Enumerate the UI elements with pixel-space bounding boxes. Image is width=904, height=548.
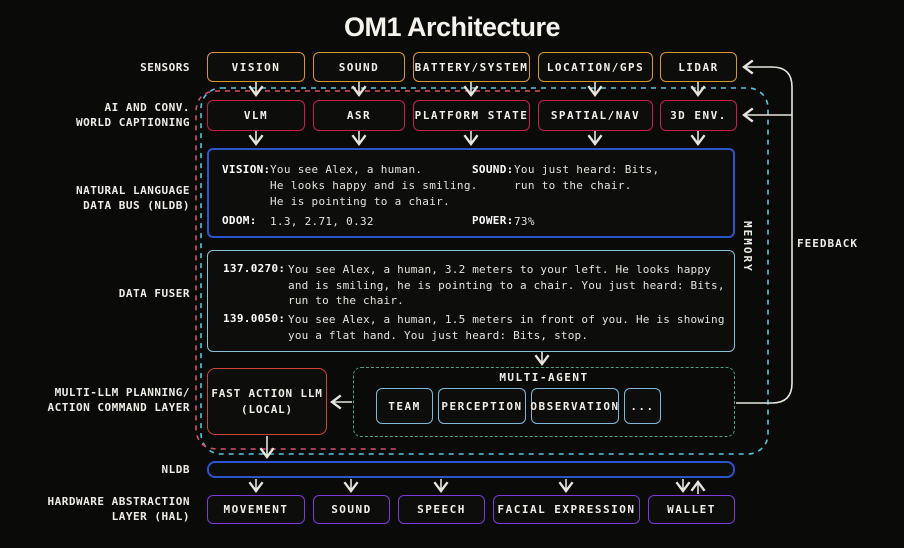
label-data-fuser: DATA FUSER — [118, 287, 190, 300]
power-value: 73% — [514, 215, 535, 228]
caption-box-spatial-nav: SPATIAL/NAV — [538, 100, 653, 131]
sensor-box-battery-system: BATTERY/SYSTEM — [413, 52, 530, 82]
label-sensors: SENSORS — [140, 61, 190, 74]
sensor-box-vision: VISION — [207, 52, 305, 82]
label-captioning: AI AND CONV. WORLD CAPTIONING — [76, 101, 190, 129]
vision-key: VISION: — [222, 163, 271, 176]
nldb-bus-bar — [207, 461, 735, 478]
caption-box-asr: ASR — [313, 100, 405, 131]
flow-arrows — [248, 82, 706, 494]
caption-box-vlm: VLM — [207, 100, 305, 131]
agent-box-observation: OBSERVATION — [530, 388, 619, 424]
page-title: OM1 Architecture — [343, 12, 561, 42]
hal-box-sound: SOUND — [313, 495, 390, 524]
label-planning: MULTI-LLM PLANNING/ ACTION COMMAND LAYER — [47, 386, 190, 414]
multi-agent-title: MULTI-AGENT — [499, 371, 589, 384]
hal-box-speech: SPEECH — [398, 495, 485, 524]
vision-value: You see Alex, a human. He looks happy an… — [270, 163, 478, 208]
core-dashed-region — [195, 90, 545, 450]
fast-action-llm-box: FAST ACTION LLM (LOCAL) — [207, 368, 327, 435]
sound-value: You just heard: Bits, run to the chair. — [514, 163, 660, 192]
agent-box-perception: PERCEPTION — [438, 388, 526, 424]
memory-dashed-region — [200, 87, 769, 455]
multi-agent-group: MULTI-AGENT TEAM PERCEPTION OBSERVATION … — [353, 367, 735, 437]
memory-annotation: MEMORY — [741, 221, 754, 273]
feedback-line — [736, 59, 793, 404]
odom-key: ODOM: — [222, 214, 257, 227]
power-key: POWER: — [472, 214, 514, 227]
caption-box-platform-state: PLATFORM STATE — [413, 100, 530, 131]
fuser-entry-text: You see Alex, a human, 3.2 meters to you… — [288, 263, 725, 307]
hal-box-facial-expression: FACIAL EXPRESSION — [493, 495, 640, 524]
fuser-entry-timestamp: 139.0050: — [223, 312, 286, 325]
label-hal: HARDWARE ABSTRACTION LAYER (HAL) — [47, 495, 190, 523]
feedback-annotation: FEEDBACK — [797, 237, 858, 250]
agent-box-ellipsis: ... — [624, 388, 661, 424]
caption-box-3d-env: 3D ENV. — [660, 100, 737, 131]
fuser-entry-text: You see Alex, a human, 1.5 meters in fro… — [288, 313, 725, 342]
fuser-entry-timestamp: 137.0270: — [223, 262, 286, 275]
nldb-panel: VISION: You see Alex, a human. He looks … — [207, 148, 735, 238]
odom-value: 1.3, 2.71, 0.32 — [270, 215, 374, 228]
sensor-box-lidar: LIDAR — [660, 52, 737, 82]
hal-box-movement: MOVEMENT — [207, 495, 305, 524]
sensor-box-location-gps: LOCATION/GPS — [538, 52, 653, 82]
agent-box-team: TEAM — [376, 388, 433, 424]
sound-key: SOUND: — [472, 163, 514, 176]
label-nldb-bar: NLDB — [161, 463, 190, 476]
hal-box-wallet: WALLET — [648, 495, 735, 524]
data-fuser-panel: 137.0270: You see Alex, a human, 3.2 met… — [207, 250, 735, 352]
label-nldb: NATURAL LANGUAGE DATA BUS (NLDB) — [76, 184, 190, 212]
sensor-box-sound: SOUND — [313, 52, 405, 82]
